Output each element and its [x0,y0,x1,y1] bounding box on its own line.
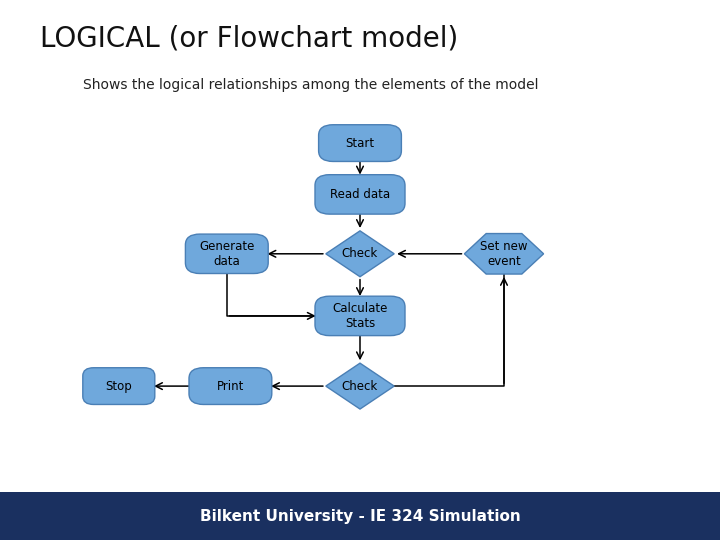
Text: Check: Check [342,247,378,260]
Text: Generate
data: Generate data [199,240,254,268]
Text: Print: Print [217,380,244,393]
Polygon shape [325,231,395,276]
Text: Read data: Read data [330,188,390,201]
FancyBboxPatch shape [186,234,268,273]
Text: Shows the logical relationships among the elements of the model: Shows the logical relationships among th… [83,78,539,92]
FancyBboxPatch shape [189,368,272,404]
FancyBboxPatch shape [319,125,402,161]
Text: Set new
event: Set new event [480,240,528,268]
Bar [0,492,720,540]
Text: Calculate
Stats: Calculate Stats [333,302,387,330]
Text: LOGICAL (or Flowchart model): LOGICAL (or Flowchart model) [40,24,458,52]
Text: Check: Check [342,380,378,393]
Text: Bilkent University - IE 324 Simulation: Bilkent University - IE 324 Simulation [199,509,521,524]
Polygon shape [464,233,544,274]
FancyBboxPatch shape [83,368,155,404]
Polygon shape [325,363,395,409]
Text: Start: Start [346,137,374,150]
FancyBboxPatch shape [315,175,405,214]
Text: Stop: Stop [105,380,132,393]
FancyBboxPatch shape [315,296,405,336]
